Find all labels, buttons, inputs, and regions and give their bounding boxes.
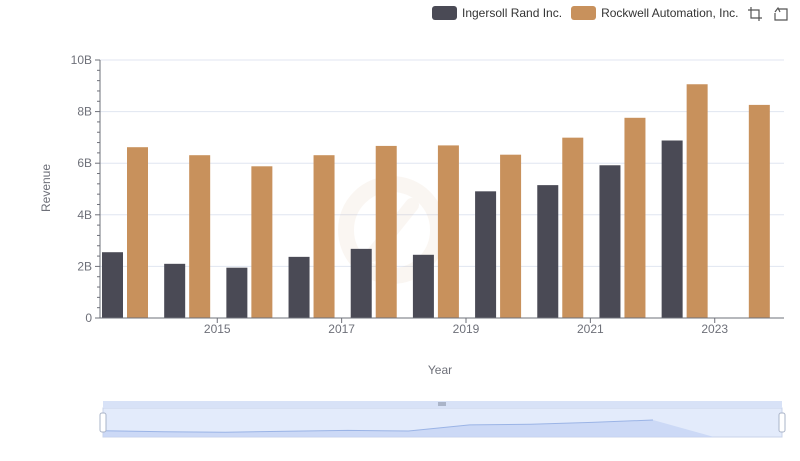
bar-ingersoll-rand-2018[interactable] [350, 248, 372, 318]
x-tick-label-9: 2023 [701, 322, 728, 336]
bar-ingersoll-rand-2021[interactable] [537, 185, 559, 318]
x-axis-title: Year [428, 363, 452, 377]
bar-rockwell-automation-2014[interactable] [127, 147, 148, 318]
legend-swatch-rockwell-automation [571, 6, 597, 20]
y-tick-label-1: 2B [77, 259, 92, 273]
slider-area [103, 420, 715, 437]
slider-line [102, 419, 654, 433]
y-axis-title: Revenue [39, 164, 53, 212]
x-tick-label-3: 2017 [328, 322, 355, 336]
bar-ingersoll-rand-2020[interactable] [475, 191, 497, 318]
x-tick-label-1: 2015 [204, 322, 231, 336]
bar-ingersoll-rand-2014[interactable] [102, 252, 123, 318]
restore-icon[interactable] [773, 6, 789, 22]
legend-label-rockwell-automation: Rockwell Automation, Inc. [601, 6, 739, 20]
chart-legend: Ingersoll Rand Inc. Rockwell Automation,… [432, 4, 747, 22]
data-zoom-slider[interactable] [99, 401, 786, 438]
y-tick-label-0: 0 [85, 311, 92, 325]
bar-ingersoll-rand-2016[interactable] [226, 267, 248, 318]
bar-ingersoll-rand-2023[interactable] [661, 140, 683, 318]
axes: 0 2B 4B 6B 8B 10B 2015 2017 2019 2021 2023 [71, 53, 784, 336]
legend-item-rockwell-automation[interactable]: Rockwell Automation, Inc. [571, 6, 738, 20]
legend-label-ingersoll-rand: Ingersoll Rand Inc. [462, 6, 563, 20]
x-tick-label-7: 2021 [577, 322, 604, 336]
x-tick-label-5: 2019 [453, 322, 480, 336]
bar-rockwell-automation-2019[interactable] [437, 145, 459, 318]
slider-handle-left[interactable] [99, 412, 107, 433]
bar-rockwell-automation-2016[interactable] [251, 166, 273, 318]
y-tick-label-2: 4B [77, 208, 92, 222]
slider-handle-right[interactable] [778, 412, 786, 433]
bar-ingersoll-rand-2022[interactable] [599, 165, 621, 318]
bars [102, 84, 770, 319]
data-zoom-icon[interactable] [747, 6, 763, 22]
bar-rockwell-automation-2017[interactable] [313, 155, 335, 318]
bar-ingersoll-rand-2017[interactable] [288, 256, 310, 318]
bar-rockwell-automation-2020[interactable] [500, 154, 522, 318]
bar-rockwell-automation-2022[interactable] [624, 117, 646, 319]
y-tick-label-5: 10B [71, 53, 92, 67]
slider-grip [438, 402, 446, 406]
bar-ingersoll-rand-2015[interactable] [164, 263, 186, 318]
bar-ingersoll-rand-2019[interactable] [412, 254, 434, 318]
bar-rockwell-automation-2018[interactable] [375, 145, 397, 318]
chart-toolbox [747, 6, 799, 22]
legend-item-ingersoll-rand[interactable]: Ingersoll Rand Inc. [432, 6, 562, 20]
bar-rockwell-automation-2024[interactable] [748, 104, 770, 318]
bar-rockwell-automation-2023[interactable] [686, 84, 708, 318]
y-tick-label-3: 6B [77, 156, 92, 170]
bar-rockwell-automation-2015[interactable] [189, 155, 211, 318]
bar-rockwell-automation-2021[interactable] [562, 137, 584, 318]
legend-swatch-ingersoll-rand [432, 6, 457, 20]
y-tick-label-4: 8B [77, 105, 92, 119]
